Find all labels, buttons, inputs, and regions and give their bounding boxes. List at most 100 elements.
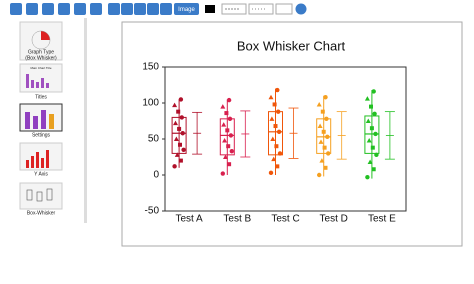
point [172,102,178,108]
point [323,165,328,170]
point [173,120,178,126]
sidebar-label: Graph Type [28,49,54,55]
point [223,154,228,159]
box [268,111,283,156]
open-button[interactable] [10,3,22,15]
point [317,172,322,178]
point [321,129,326,134]
point [365,174,370,180]
text-tool[interactable] [108,3,120,15]
point [177,126,182,131]
settings-button[interactable] [90,3,102,15]
point [277,151,283,156]
point [326,151,331,156]
point [220,171,225,176]
color-swatch[interactable] [205,5,215,13]
y-tick-label: 0 [153,170,159,181]
point [275,87,280,93]
button-label: Image [178,7,195,13]
point [180,131,185,136]
point [275,164,280,169]
point [374,152,379,158]
point [371,89,376,94]
toolbar: Image [10,3,307,15]
point [366,137,372,143]
circle-tool[interactable] [147,3,159,15]
thumbnail-text: Main Chart Title [30,66,51,70]
print-button[interactable] [58,3,70,15]
box [219,118,235,156]
point [221,122,227,127]
sidebar: Graph Type (Box Whisker) Main Chart Titl… [8,18,87,223]
point [178,142,182,147]
plot: -50 0 50 100 150 Test A Test B Test C Test D Test… [142,62,396,225]
save-button[interactable] [42,3,54,15]
point [220,104,226,109]
point [322,145,327,150]
x-tick-label: Test B [223,214,251,225]
point [271,156,277,162]
line-tool[interactable] [134,3,146,15]
point [323,95,328,100]
scrollbar[interactable] [84,18,87,223]
point [270,136,276,141]
y-tick-label: 150 [142,62,159,73]
point [176,109,181,114]
download-button[interactable] [26,3,38,15]
x-tick-label: Test A [175,214,203,225]
point [369,104,373,109]
shape-select[interactable] [275,3,293,15]
refresh-button[interactable] [74,3,86,15]
point [269,116,275,121]
point [227,162,232,167]
y-tick-label: -50 [145,206,160,217]
image-button[interactable] [174,3,199,15]
point [272,102,277,107]
thumbnail[interactable] [19,182,63,210]
point [178,158,183,163]
x-tick-label: Test C [271,214,299,225]
box [364,115,380,154]
point [317,123,323,129]
point [224,111,229,116]
point [222,137,228,143]
point [174,152,180,157]
point [319,158,325,163]
point [373,131,378,137]
point [229,149,234,154]
x-tick-label: Test E [368,214,396,225]
box [171,116,187,154]
y-tick-label: 50 [148,134,160,145]
point [365,118,371,123]
plot-area [164,66,407,212]
point [227,116,233,122]
point [371,167,376,172]
point [324,116,329,122]
sidebar-label: Titles [35,94,47,100]
point [370,145,375,150]
point [268,170,274,176]
chart-title: Box Whisker Chart [237,38,346,53]
rect-tool[interactable] [160,3,172,15]
arrow-tool[interactable] [121,3,133,15]
box [316,118,332,154]
point [181,147,186,152]
thumbnail[interactable] [19,21,63,61]
point [225,128,230,133]
sidebar-label: Settings [32,132,51,138]
point [226,144,231,149]
help-button[interactable] [295,3,307,15]
point [274,144,279,149]
sidebar-label: (Box Whisker) [25,55,57,61]
point [179,115,184,120]
point [367,159,373,165]
point [226,97,232,103]
point [320,109,325,114]
point [173,136,179,141]
point [172,164,177,169]
point [364,96,370,101]
point [318,139,324,144]
y-tick-label: 100 [142,98,159,109]
